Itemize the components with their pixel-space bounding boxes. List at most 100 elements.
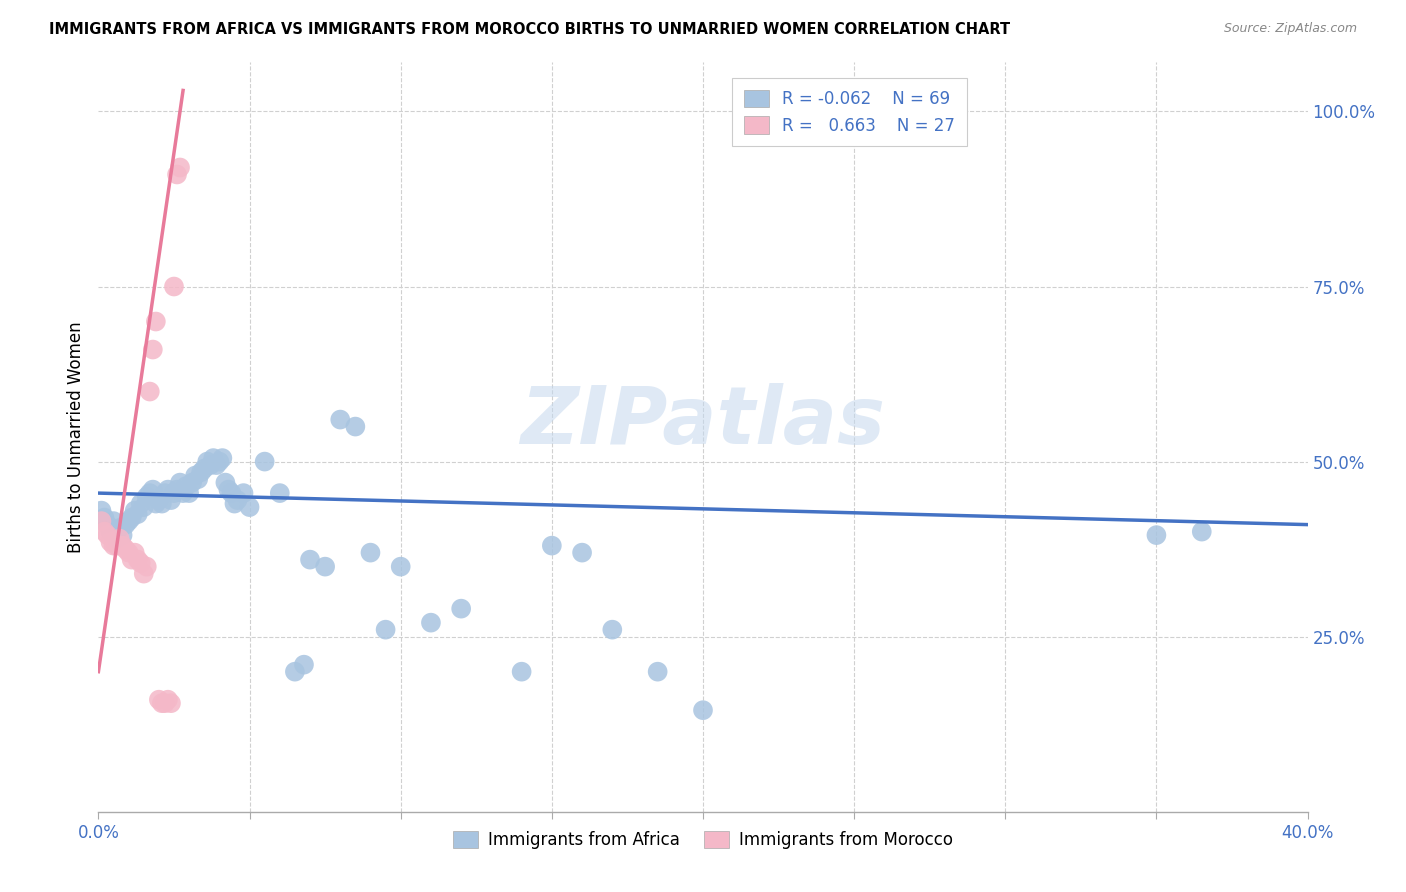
Point bbox=[93, 510, 115, 524]
Point bbox=[172, 486, 194, 500]
Point bbox=[169, 161, 191, 175]
Point bbox=[124, 546, 146, 560]
Point bbox=[187, 472, 209, 486]
Point bbox=[253, 454, 276, 468]
Point bbox=[193, 461, 215, 475]
Point bbox=[344, 419, 367, 434]
Point bbox=[692, 703, 714, 717]
Point bbox=[90, 503, 112, 517]
Point bbox=[232, 486, 254, 500]
Point bbox=[184, 468, 207, 483]
Point bbox=[142, 483, 165, 497]
Point bbox=[214, 475, 236, 490]
Point bbox=[166, 168, 188, 182]
Point bbox=[540, 539, 562, 553]
Point bbox=[284, 665, 307, 679]
Point bbox=[374, 623, 396, 637]
Point bbox=[114, 542, 136, 557]
Point bbox=[153, 486, 176, 500]
Point bbox=[111, 539, 134, 553]
Point bbox=[156, 483, 179, 497]
Point bbox=[124, 503, 146, 517]
Point bbox=[360, 546, 382, 560]
Point bbox=[299, 552, 322, 566]
Point bbox=[314, 559, 336, 574]
Point bbox=[163, 279, 186, 293]
Point bbox=[100, 535, 122, 549]
Point bbox=[292, 657, 315, 672]
Point bbox=[195, 454, 218, 468]
Point bbox=[96, 528, 118, 542]
Point bbox=[150, 696, 173, 710]
Point bbox=[420, 615, 443, 630]
Point bbox=[450, 601, 472, 615]
Point bbox=[221, 486, 243, 500]
Point bbox=[93, 524, 115, 539]
Point bbox=[121, 552, 143, 566]
Point bbox=[111, 528, 134, 542]
Point bbox=[108, 532, 131, 546]
Point bbox=[179, 486, 201, 500]
Point bbox=[129, 497, 152, 511]
Point bbox=[132, 500, 155, 515]
Point bbox=[389, 559, 412, 574]
Point bbox=[150, 497, 173, 511]
Point bbox=[181, 475, 204, 490]
Point bbox=[145, 497, 167, 511]
Point bbox=[103, 539, 125, 553]
Point bbox=[148, 493, 170, 508]
Point bbox=[1144, 528, 1167, 542]
Point bbox=[647, 665, 669, 679]
Point bbox=[135, 490, 157, 504]
Point bbox=[142, 343, 165, 357]
Point bbox=[1191, 524, 1213, 539]
Y-axis label: Births to Unmarried Women: Births to Unmarried Women bbox=[66, 321, 84, 553]
Point bbox=[118, 546, 141, 560]
Point bbox=[139, 384, 162, 399]
Point bbox=[148, 692, 170, 706]
Point bbox=[329, 412, 352, 426]
Point bbox=[132, 566, 155, 581]
Point bbox=[90, 514, 112, 528]
Point bbox=[145, 314, 167, 328]
Text: ZIPatlas: ZIPatlas bbox=[520, 383, 886, 461]
Point bbox=[202, 451, 225, 466]
Point bbox=[174, 479, 197, 493]
Point bbox=[135, 559, 157, 574]
Point bbox=[153, 696, 176, 710]
Point bbox=[602, 623, 624, 637]
Point bbox=[200, 458, 222, 472]
Point bbox=[121, 510, 143, 524]
Point bbox=[169, 475, 191, 490]
Point bbox=[166, 483, 188, 497]
Point bbox=[205, 458, 228, 472]
Point bbox=[118, 514, 141, 528]
Point bbox=[139, 486, 162, 500]
Point bbox=[239, 500, 262, 515]
Point bbox=[114, 517, 136, 532]
Point bbox=[510, 665, 533, 679]
Point bbox=[211, 451, 233, 466]
Point bbox=[160, 696, 183, 710]
Point bbox=[571, 546, 593, 560]
Point bbox=[129, 556, 152, 570]
Point bbox=[105, 532, 128, 546]
Point bbox=[105, 539, 128, 553]
Point bbox=[190, 465, 212, 479]
Point bbox=[208, 454, 231, 468]
Point bbox=[226, 493, 249, 508]
Point bbox=[96, 517, 118, 532]
Legend: Immigrants from Africa, Immigrants from Morocco: Immigrants from Africa, Immigrants from … bbox=[446, 824, 960, 855]
Point bbox=[127, 552, 149, 566]
Point bbox=[269, 486, 291, 500]
Point bbox=[217, 483, 239, 497]
Point bbox=[156, 692, 179, 706]
Point bbox=[100, 524, 122, 539]
Point bbox=[127, 507, 149, 521]
Point bbox=[103, 514, 125, 528]
Text: Source: ZipAtlas.com: Source: ZipAtlas.com bbox=[1223, 22, 1357, 36]
Text: IMMIGRANTS FROM AFRICA VS IMMIGRANTS FROM MOROCCO BIRTHS TO UNMARRIED WOMEN CORR: IMMIGRANTS FROM AFRICA VS IMMIGRANTS FRO… bbox=[49, 22, 1011, 37]
Point bbox=[160, 493, 183, 508]
Point bbox=[224, 497, 246, 511]
Point bbox=[108, 521, 131, 535]
